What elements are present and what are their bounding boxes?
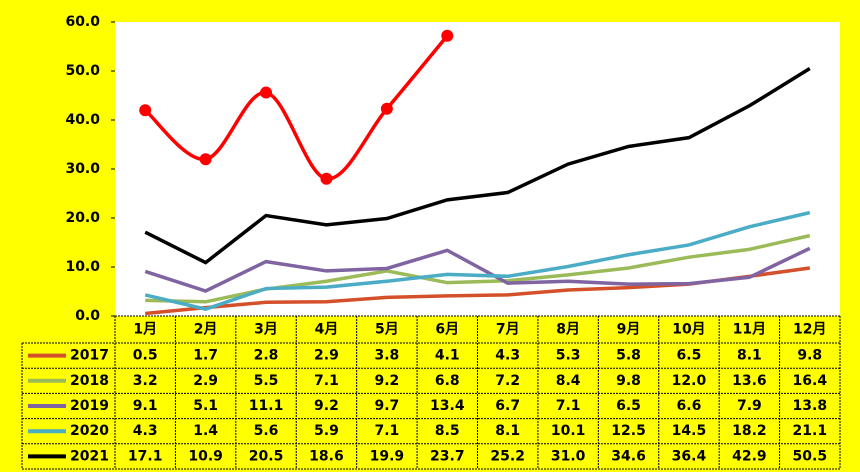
table-cell: 18.2 [732, 423, 767, 439]
point-marker [380, 102, 393, 115]
x-tick-label: 1月 [133, 322, 157, 338]
table-cell: 6.5 [677, 348, 702, 364]
table-cell: 7.9 [737, 398, 762, 414]
table-cell: 2.9 [314, 348, 339, 364]
table-cell: 50.5 [793, 448, 828, 464]
table-cell: 3.2 [133, 373, 158, 389]
table-cell: 20.5 [249, 448, 284, 464]
table-cell: 21.1 [793, 423, 828, 439]
x-tick-label: 9月 [617, 322, 641, 338]
x-tick-label: 10月 [672, 322, 705, 338]
table-cell: 13.8 [793, 398, 828, 414]
y-tick-label: 20.0 [65, 210, 100, 226]
table-cell: 10.9 [188, 448, 223, 464]
table-cell: 0.5 [133, 348, 158, 364]
table-cell: 6.5 [616, 398, 641, 414]
table-cell: 6.8 [435, 373, 460, 389]
y-tick-label: 60.0 [65, 14, 100, 30]
table-cell: 4.3 [495, 348, 520, 364]
table-cell: 14.5 [672, 423, 707, 439]
x-tick-label: 6月 [435, 322, 459, 338]
table-cell: 16.4 [793, 373, 828, 389]
table-cell: 19.9 [370, 448, 405, 464]
x-tick-label: 4月 [315, 322, 339, 338]
table-cell: 6.7 [495, 398, 520, 414]
x-tick-label: 7月 [496, 322, 520, 338]
table-cell: 3.8 [374, 348, 399, 364]
table-cell: 8.1 [495, 423, 520, 439]
table-cell: 6.6 [677, 398, 702, 414]
y-tick-label: 50.0 [65, 63, 100, 79]
table-cell: 7.1 [314, 373, 339, 389]
table-cell: 11.1 [249, 398, 284, 414]
table-cell: 4.3 [133, 423, 158, 439]
table-cell: 8.4 [556, 373, 581, 389]
table-cell: 12.0 [672, 373, 707, 389]
table-cell: 5.5 [254, 373, 279, 389]
table-cell: 2.8 [254, 348, 279, 364]
table-cell: 18.6 [309, 448, 344, 464]
table-cell: 17.1 [128, 448, 163, 464]
legend-label: 2019 [70, 398, 109, 414]
table-cell: 10.1 [551, 423, 586, 439]
y-tick-label: 40.0 [65, 112, 100, 128]
table-cell: 36.4 [672, 448, 707, 464]
legend-label: 2021 [70, 448, 109, 464]
y-tick-label: 30.0 [65, 161, 100, 177]
table-cell: 12.5 [611, 423, 646, 439]
plot-area [115, 22, 840, 316]
table-cell: 9.1 [133, 398, 158, 414]
table-cell: 9.2 [314, 398, 339, 414]
table-cell: 9.2 [374, 373, 399, 389]
table-cell: 8.1 [737, 348, 762, 364]
point-marker [199, 153, 212, 166]
table-cell: 42.9 [732, 448, 767, 464]
x-tick-label: 2月 [194, 322, 218, 338]
table-cell: 9.8 [797, 348, 822, 364]
table-cell: 1.4 [193, 423, 218, 439]
y-tick-label: 10.0 [65, 259, 100, 275]
y-tick-label: 0.0 [75, 308, 100, 324]
table-cell: 5.6 [254, 423, 279, 439]
legend-label: 2020 [70, 423, 109, 439]
x-tick-label: 5月 [375, 322, 399, 338]
x-tick-label: 12月 [793, 322, 826, 338]
x-tick-label: 8月 [556, 322, 580, 338]
x-tick-label: 11月 [733, 322, 766, 338]
table-cell: 7.1 [374, 423, 399, 439]
table-cell: 2.9 [193, 373, 218, 389]
table-cell: 8.5 [435, 423, 460, 439]
table-cell: 23.7 [430, 448, 465, 464]
table-cell: 13.4 [430, 398, 465, 414]
table-cell: 5.3 [556, 348, 581, 364]
table-cell: 5.9 [314, 423, 339, 439]
table-cell: 9.8 [616, 373, 641, 389]
legend-label: 2017 [70, 348, 109, 364]
table-cell: 13.6 [732, 373, 767, 389]
table-cell: 7.1 [556, 398, 581, 414]
table-cell: 25.2 [490, 448, 525, 464]
table-cell: 31.0 [551, 448, 586, 464]
series-line [144, 246, 811, 293]
series-line [144, 210, 811, 311]
series-line [144, 67, 811, 265]
table-cell: 5.1 [193, 398, 218, 414]
point-marker [320, 172, 333, 185]
table-cell: 7.2 [495, 373, 520, 389]
point-marker [441, 29, 454, 42]
table-cell: 1.7 [193, 348, 218, 364]
table-cell: 34.6 [611, 448, 646, 464]
table-cell: 9.7 [374, 398, 399, 414]
table-cell: 5.8 [616, 348, 641, 364]
x-tick-label: 3月 [254, 322, 278, 338]
legend-label: 2018 [70, 373, 109, 389]
table-cell: 4.1 [435, 348, 460, 364]
point-marker [260, 86, 273, 99]
point-marker [139, 104, 152, 117]
